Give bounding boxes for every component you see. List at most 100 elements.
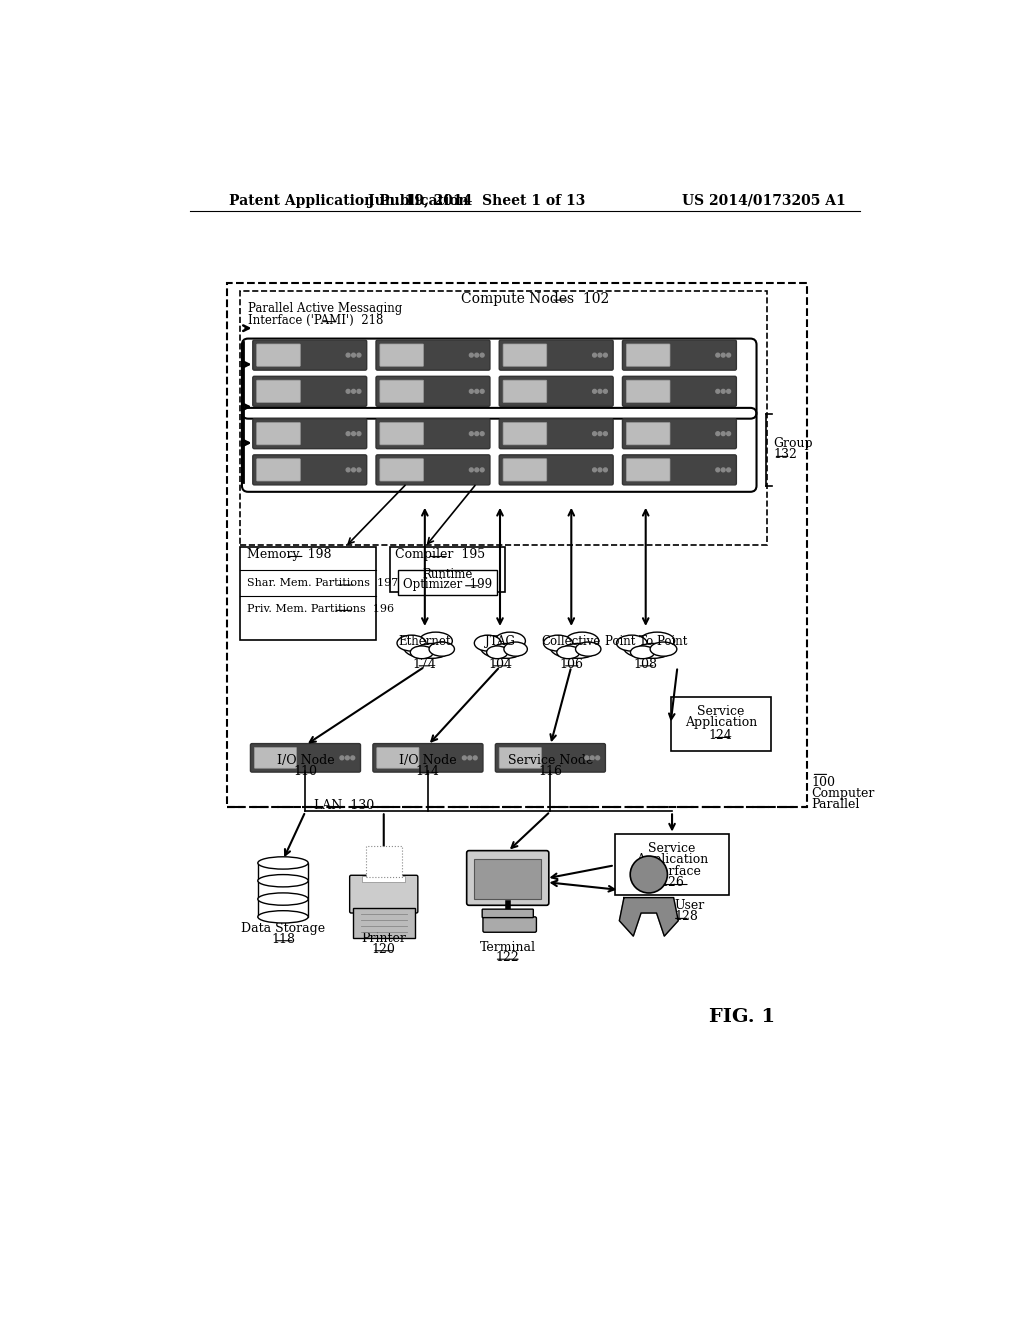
FancyBboxPatch shape [614, 834, 729, 895]
Ellipse shape [429, 642, 455, 656]
Text: 116: 116 [539, 764, 562, 777]
Circle shape [603, 354, 607, 358]
FancyBboxPatch shape [253, 455, 367, 484]
Text: 114: 114 [416, 764, 440, 777]
Circle shape [590, 756, 594, 760]
Text: 174: 174 [413, 657, 437, 671]
Text: Compiler  195: Compiler 195 [395, 548, 485, 561]
FancyBboxPatch shape [627, 380, 670, 403]
FancyBboxPatch shape [623, 376, 736, 407]
Text: Collective: Collective [542, 635, 601, 648]
FancyBboxPatch shape [253, 418, 367, 449]
Circle shape [351, 756, 354, 760]
Circle shape [716, 469, 720, 471]
Circle shape [340, 756, 344, 760]
Circle shape [346, 432, 350, 436]
FancyBboxPatch shape [483, 917, 537, 932]
Ellipse shape [486, 645, 508, 659]
FancyBboxPatch shape [254, 747, 297, 768]
Text: Ethernet: Ethernet [398, 635, 452, 648]
Ellipse shape [544, 635, 572, 651]
Text: Jun. 19, 2014  Sheet 1 of 13: Jun. 19, 2014 Sheet 1 of 13 [368, 194, 586, 207]
FancyBboxPatch shape [241, 548, 376, 640]
Text: Parallel Active Messaging: Parallel Active Messaging [248, 302, 402, 315]
Circle shape [469, 432, 473, 436]
Ellipse shape [258, 892, 308, 906]
Ellipse shape [624, 636, 668, 657]
Circle shape [480, 432, 484, 436]
Circle shape [630, 857, 668, 894]
FancyBboxPatch shape [500, 455, 613, 484]
Circle shape [357, 389, 360, 393]
Text: Patent Application Publication: Patent Application Publication [228, 194, 468, 207]
Circle shape [727, 432, 730, 436]
Text: 110: 110 [294, 764, 317, 777]
Circle shape [475, 354, 478, 358]
Text: Application: Application [685, 717, 757, 730]
FancyBboxPatch shape [623, 341, 736, 370]
FancyBboxPatch shape [503, 422, 547, 445]
Circle shape [721, 354, 725, 358]
Ellipse shape [640, 632, 675, 649]
Ellipse shape [636, 643, 671, 659]
Text: Runtime: Runtime [422, 569, 472, 582]
Circle shape [716, 389, 720, 393]
Text: FIG. 1: FIG. 1 [710, 1008, 775, 1026]
FancyBboxPatch shape [500, 376, 613, 407]
Ellipse shape [258, 911, 308, 923]
Ellipse shape [492, 643, 522, 659]
Circle shape [603, 432, 607, 436]
Text: Terminal: Terminal [480, 941, 536, 954]
Circle shape [351, 469, 355, 471]
Text: 104: 104 [488, 657, 512, 671]
Text: 100: 100 [812, 776, 836, 789]
FancyBboxPatch shape [257, 459, 300, 480]
Text: Optimizer  199: Optimizer 199 [402, 578, 492, 591]
Circle shape [603, 389, 607, 393]
Circle shape [351, 432, 355, 436]
Ellipse shape [403, 636, 446, 657]
Text: Service Node: Service Node [508, 754, 593, 767]
Text: I/O Node: I/O Node [399, 754, 457, 767]
Circle shape [475, 432, 478, 436]
Text: Point To Point: Point To Point [604, 635, 687, 648]
FancyBboxPatch shape [474, 859, 541, 899]
FancyBboxPatch shape [397, 570, 497, 595]
Text: Data Storage: Data Storage [241, 921, 325, 935]
Circle shape [469, 469, 473, 471]
Text: Interface: Interface [643, 865, 701, 878]
FancyBboxPatch shape [349, 875, 418, 913]
FancyBboxPatch shape [500, 341, 613, 370]
FancyBboxPatch shape [627, 422, 670, 445]
Text: User: User [675, 899, 705, 912]
Text: 122: 122 [496, 952, 519, 964]
FancyBboxPatch shape [257, 422, 300, 445]
Text: 124: 124 [709, 730, 733, 742]
Circle shape [727, 389, 730, 393]
Circle shape [721, 389, 725, 393]
Text: 118: 118 [271, 933, 295, 945]
Circle shape [721, 469, 725, 471]
Circle shape [727, 469, 730, 471]
Ellipse shape [550, 636, 593, 657]
Text: Group: Group [773, 437, 813, 450]
Text: Parallel: Parallel [812, 797, 860, 810]
Circle shape [480, 469, 484, 471]
Text: Priv. Mem. Partitions  196: Priv. Mem. Partitions 196 [247, 603, 393, 614]
Ellipse shape [397, 635, 426, 651]
FancyBboxPatch shape [352, 908, 415, 937]
Ellipse shape [258, 857, 308, 869]
FancyBboxPatch shape [503, 459, 547, 480]
FancyBboxPatch shape [377, 747, 419, 768]
FancyBboxPatch shape [376, 341, 489, 370]
Circle shape [721, 432, 725, 436]
Ellipse shape [650, 642, 677, 656]
FancyBboxPatch shape [503, 380, 547, 403]
Circle shape [357, 432, 360, 436]
Text: Printer: Printer [361, 932, 407, 945]
Text: I/O Node: I/O Node [276, 754, 334, 767]
FancyBboxPatch shape [366, 846, 401, 876]
Circle shape [596, 756, 600, 760]
FancyBboxPatch shape [500, 747, 542, 768]
Circle shape [598, 354, 602, 358]
